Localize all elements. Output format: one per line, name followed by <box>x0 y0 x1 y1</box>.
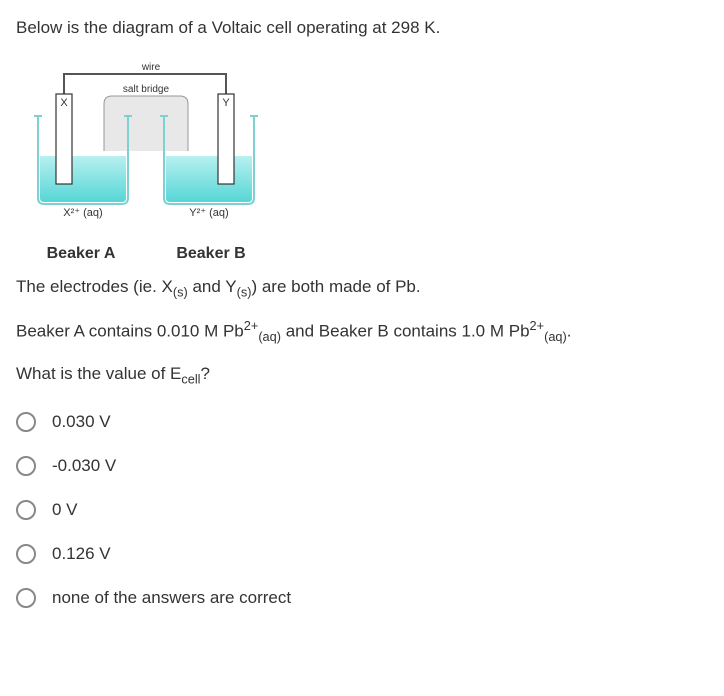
option-4[interactable]: 0.126 V <box>16 544 708 564</box>
voltaic-cell-diagram: wire salt bridge X X²⁺ (aq) Y Y²⁺ (aq) <box>16 56 708 263</box>
electrode-x-label: X <box>60 97 68 109</box>
solution-a-label: X²⁺ (aq) <box>63 207 102 219</box>
radio-icon <box>16 456 36 476</box>
beaker-contents-line: Beaker A contains 0.010 M Pb2+(aq) and B… <box>16 317 708 346</box>
diagram-svg: wire salt bridge X X²⁺ (aq) Y Y²⁺ (aq) <box>16 56 276 236</box>
electrodes-line: The electrodes (ie. X(s) and Y(s)) are b… <box>16 275 708 301</box>
electrode-y-label: Y <box>222 97 230 109</box>
option-label: 0 V <box>52 500 78 520</box>
option-5[interactable]: none of the answers are correct <box>16 588 708 608</box>
beaker-b-label: Beaker B <box>146 245 276 263</box>
radio-icon <box>16 588 36 608</box>
beaker-a-label: Beaker A <box>16 245 146 263</box>
solution-b-label: Y²⁺ (aq) <box>189 207 228 219</box>
option-2[interactable]: -0.030 V <box>16 456 708 476</box>
salt-bridge-label: salt bridge <box>123 84 170 95</box>
option-label: -0.030 V <box>52 456 116 476</box>
option-3[interactable]: 0 V <box>16 500 708 520</box>
option-label: 0.030 V <box>52 412 111 432</box>
radio-icon <box>16 500 36 520</box>
radio-icon <box>16 412 36 432</box>
radio-icon <box>16 544 36 564</box>
options-group: 0.030 V -0.030 V 0 V 0.126 V none of the… <box>16 412 708 608</box>
wire-label: wire <box>141 62 161 73</box>
option-label: none of the answers are correct <box>52 588 291 608</box>
question-line: What is the value of Ecell? <box>16 362 708 388</box>
intro-text: Below is the diagram of a Voltaic cell o… <box>16 16 708 40</box>
option-label: 0.126 V <box>52 544 111 564</box>
option-1[interactable]: 0.030 V <box>16 412 708 432</box>
